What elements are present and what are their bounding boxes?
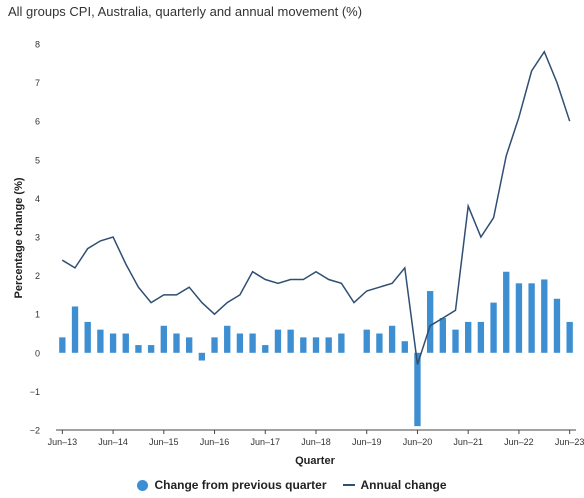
y-tick-label: 6 xyxy=(35,117,40,127)
quarterly-change-bar[interactable] xyxy=(160,325,167,353)
quarterly-change-bar[interactable] xyxy=(515,283,523,353)
legend-item-quarterly[interactable]: Change from previous quarter xyxy=(137,478,327,492)
y-tick-label: 5 xyxy=(35,155,40,165)
y-tick-label: 1 xyxy=(35,310,40,320)
quarterly-change-bar[interactable] xyxy=(224,325,231,353)
annual-change-line xyxy=(61,50,571,365)
quarterly-change-bar[interactable] xyxy=(414,352,421,427)
quarterly-change-bar[interactable] xyxy=(312,337,320,353)
y-axis-title: Percentage change (%) xyxy=(13,177,25,298)
quarterly-change-bar[interactable] xyxy=(541,279,548,353)
x-tick-label: Jun–14 xyxy=(98,437,128,447)
y-tick-label: 2 xyxy=(35,271,40,281)
cpi-chart: Percentage change (%) −2 −1 0 1 2 3 4 5 6 7 8 Jun–… xyxy=(13,40,584,468)
quarterly-change-bar[interactable] xyxy=(109,333,117,353)
legend-label-annual: Annual change xyxy=(360,478,447,492)
quarterly-change-bar[interactable] xyxy=(249,333,256,353)
quarterly-change-bar[interactable] xyxy=(211,337,218,353)
quarterly-change-bar[interactable] xyxy=(287,329,294,353)
y-axis-label: Percentage change (%) xyxy=(13,177,25,298)
y-tick-label: 8 xyxy=(35,40,40,50)
y-tick-label: 7 xyxy=(35,78,40,88)
quarterly-change-bar[interactable] xyxy=(376,333,383,353)
quarterly-change-bar[interactable] xyxy=(338,333,345,353)
quarterly-change-bar[interactable] xyxy=(325,337,332,353)
x-tick-label: Jun–20 xyxy=(403,437,433,447)
quarterly-change-bar[interactable] xyxy=(388,325,396,353)
quarterly-change-bar[interactable] xyxy=(401,341,408,353)
quarterly-change-bar[interactable] xyxy=(490,302,497,353)
quarterly-change-bar[interactable] xyxy=(363,329,370,353)
chart-title: All groups CPI, Australia, quarterly and… xyxy=(8,4,363,19)
x-tick-label: Jun–17 xyxy=(251,437,281,447)
quarterly-change-bar[interactable] xyxy=(452,329,459,353)
quarterly-change-bar[interactable] xyxy=(97,329,104,353)
quarterly-change-bar[interactable] xyxy=(135,345,142,353)
legend-item-annual[interactable]: Annual change xyxy=(342,478,447,492)
y-tick-label: 4 xyxy=(35,194,40,204)
legend-label-quarterly: Change from previous quarter xyxy=(154,478,327,492)
quarterly-change-bar[interactable] xyxy=(528,283,535,353)
x-tick-label: Jun–21 xyxy=(453,437,483,447)
bar-series-swatch-icon xyxy=(137,479,149,491)
quarterly-change-bar[interactable] xyxy=(566,321,573,353)
y-tick-label: −2 xyxy=(30,426,40,436)
quarterly-change-bar[interactable] xyxy=(186,337,193,353)
quarterly-change-bar[interactable] xyxy=(59,337,66,353)
quarterly-change-bar[interactable] xyxy=(477,321,485,353)
x-tick-label: Jun–23 xyxy=(555,437,584,447)
quarterly-change-bar[interactable] xyxy=(465,321,472,353)
x-tick-label: Jun–16 xyxy=(200,437,230,447)
x-tick-label: Jun–22 xyxy=(504,437,534,447)
quarterly-change-bar[interactable] xyxy=(439,318,446,353)
quarterly-change-bar[interactable] xyxy=(553,298,561,353)
quarterly-change-bar[interactable] xyxy=(300,337,307,353)
x-tick-label: Jun–13 xyxy=(48,437,78,447)
line-series-swatch-icon xyxy=(342,484,355,486)
quarterly-change-bar[interactable] xyxy=(236,333,244,353)
x-tick-label: Jun–19 xyxy=(352,437,382,447)
quarterly-change-bar[interactable] xyxy=(84,321,91,353)
quarterly-change-bar[interactable] xyxy=(71,306,79,353)
y-tick-label: 0 xyxy=(35,348,40,358)
quarterly-change-bar[interactable] xyxy=(262,345,269,353)
quarterly-change-bar[interactable] xyxy=(198,352,206,361)
quarterly-change-bar[interactable] xyxy=(122,333,129,353)
x-axis-label: Quarter xyxy=(295,455,335,467)
quarterly-change-bar[interactable] xyxy=(426,291,434,353)
legend: Change from previous quarter Annual chan… xyxy=(0,478,584,492)
x-tick-label: Jun–15 xyxy=(149,437,179,447)
x-tick-label: Jun–18 xyxy=(301,437,331,447)
y-tick-label: 3 xyxy=(35,233,40,243)
quarterly-change-bar[interactable] xyxy=(503,271,510,353)
quarterly-change-bar[interactable] xyxy=(173,333,180,353)
y-tick-label: −1 xyxy=(30,387,40,397)
quarterly-change-bar[interactable] xyxy=(274,329,282,353)
quarterly-change-bar[interactable] xyxy=(147,345,155,353)
